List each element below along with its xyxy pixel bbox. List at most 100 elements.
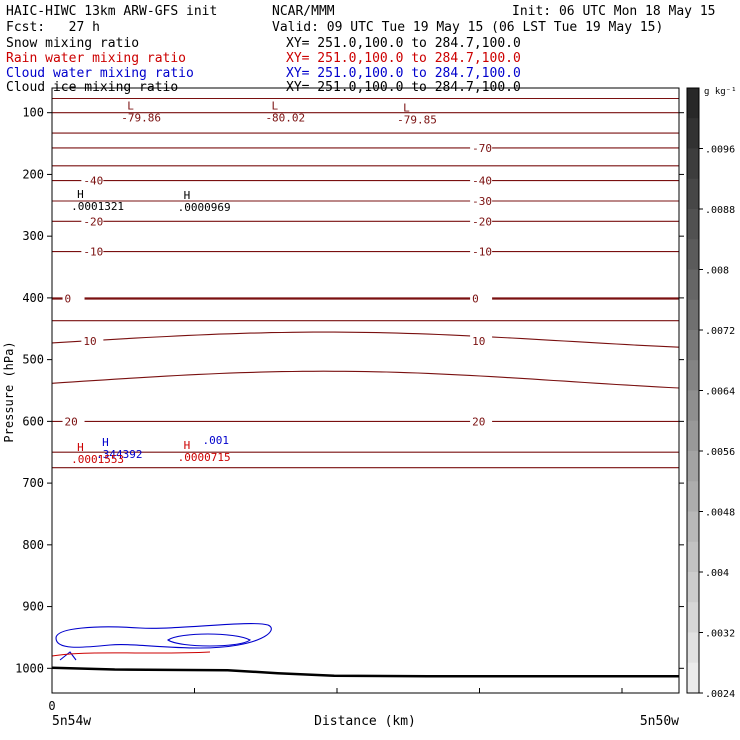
colorbar-swatch (687, 118, 699, 149)
y-tick-label: 600 (22, 414, 44, 428)
colorbar-swatch (687, 209, 699, 240)
extremum-value: -79.86 (121, 112, 161, 125)
contour-label-bg (81, 214, 104, 228)
contour-label-bg (470, 214, 493, 228)
colorbar-label: .0056 (705, 447, 735, 458)
high-marker: H (184, 189, 191, 202)
forecast-hour: Fcst: 27 h (6, 20, 100, 35)
high-marker: H (102, 436, 109, 449)
colorbar-label: .0072 (705, 326, 735, 337)
y-axis-label: Pressure (hPa) (2, 341, 16, 442)
center-name: NCAR/MMM (272, 4, 335, 19)
extremum-value: -80.02 (265, 112, 305, 125)
cloud-water-contour (55, 623, 272, 649)
colorbar-label: .0048 (705, 508, 735, 519)
colorbar-swatch (687, 451, 699, 482)
y-tick-label: 1000 (15, 661, 44, 675)
colorbar-label: .0088 (705, 205, 735, 216)
contour-label-bg (470, 140, 493, 154)
extremum-value: -79.85 (397, 113, 437, 126)
contour-label-bg (470, 193, 493, 207)
y-tick-label: 100 (22, 106, 44, 120)
high-marker: H (184, 439, 191, 452)
terrain-line (51, 666, 679, 678)
y-tick-label: 800 (22, 538, 44, 552)
colorbar-swatch (687, 148, 699, 180)
contour-label-bg (81, 244, 104, 258)
valid-time: Valid: 09 UTC Tue 19 May 15 (06 LST Tue … (272, 20, 664, 35)
colorbar-swatch (687, 299, 699, 331)
colorbar-swatch (687, 602, 699, 633)
contour-label: 10 (472, 335, 485, 348)
contour-label: -10 (472, 246, 492, 259)
colorbar-label: .0096 (705, 145, 735, 156)
extremum-value: .0001553 (71, 453, 124, 466)
colorbar-swatch (687, 541, 699, 573)
contour-label: -10 (83, 246, 103, 259)
colorbar-swatch (687, 420, 699, 452)
field-xy-rain: XY= 251.0,100.0 to 284.7,100.0 (286, 51, 521, 66)
colorbar-swatch (687, 178, 699, 210)
contour-label: -30 (472, 195, 492, 208)
field-label-snow: Snow mixing ratio (6, 36, 140, 51)
contour-label: 10 (83, 335, 96, 348)
colorbar-label: .008 (705, 266, 729, 277)
colorbar-swatch (687, 481, 699, 512)
rain-water-contour (51, 651, 211, 657)
contour-label-bg (81, 334, 104, 348)
temperature-contour (51, 370, 680, 389)
low-marker: L (127, 100, 134, 113)
colorbar-swatch (687, 572, 699, 603)
contour-label: 20 (65, 415, 78, 428)
moisture-contours (51, 623, 272, 661)
colorbar-swatch (687, 390, 699, 422)
cloud-water-contour-inner (167, 633, 251, 647)
init-time: Init: 06 UTC Mon 18 May 15 (512, 4, 716, 19)
moisture-contour-label: .001 (202, 434, 229, 447)
x-left-label: 5n54w (52, 714, 91, 729)
colorbar-label: .0064 (705, 387, 735, 398)
field-label-cloud-water: Cloud water mixing ratio (6, 66, 194, 81)
colorbar-swatch (687, 632, 699, 664)
contour-label: -40 (83, 175, 103, 188)
extrema-markers: L-79.86L-80.02L-79.85H.0001321H.0000969H… (71, 100, 437, 466)
colorbar: .0096 .0088 .008 .0072 .0064 .0056 .0048 .004 .0… (686, 87, 735, 700)
y-tick-label: 400 (22, 291, 44, 305)
high-marker: H (77, 441, 84, 454)
y-tick-label: 300 (22, 229, 44, 243)
contour-label: -40 (472, 175, 492, 188)
extremum-value: .0000715 (178, 451, 231, 464)
contour-label-bg (470, 173, 493, 187)
contour-label-bg (470, 291, 493, 305)
x-zero-label: 0 (48, 699, 55, 713)
contour-label: 0 (472, 293, 479, 306)
field-label-rain: Rain water mixing ratio (6, 51, 187, 66)
title-left: HAIC-HIWC 13km ARW-GFS init (6, 4, 218, 19)
colorbar-label: .0032 (705, 629, 735, 640)
contour-label: -70 (472, 142, 492, 155)
field-xy-snow: XY= 251.0,100.0 to 284.7,100.0 (286, 36, 521, 51)
y-tick-label: 700 (22, 476, 44, 490)
contour-label: 20 (472, 415, 485, 428)
cloud-water-contour-small (59, 651, 77, 661)
temperature-contour (51, 331, 680, 348)
contour-label-bg (470, 334, 493, 348)
colorbar-swatch (687, 330, 699, 361)
contour-label-bg (81, 173, 104, 187)
colorbar-swatch (687, 269, 699, 301)
x-axis-label: Distance (km) (314, 714, 416, 729)
colorbar-units: g kg⁻¹ (704, 87, 737, 97)
contour-label-bg (62, 291, 85, 305)
x-right-label: 5n50w (640, 714, 679, 729)
contour-label: 0 (65, 293, 72, 306)
contour-label-bg (470, 244, 493, 258)
colorbar-label: .004 (705, 568, 729, 579)
colorbar-swatch (687, 88, 699, 119)
plot-frame (51, 87, 680, 694)
contour-label: -20 (472, 215, 492, 228)
high-marker: H (77, 188, 84, 201)
colorbar-label: .0024 (705, 689, 735, 700)
distance-axis (194, 688, 623, 693)
